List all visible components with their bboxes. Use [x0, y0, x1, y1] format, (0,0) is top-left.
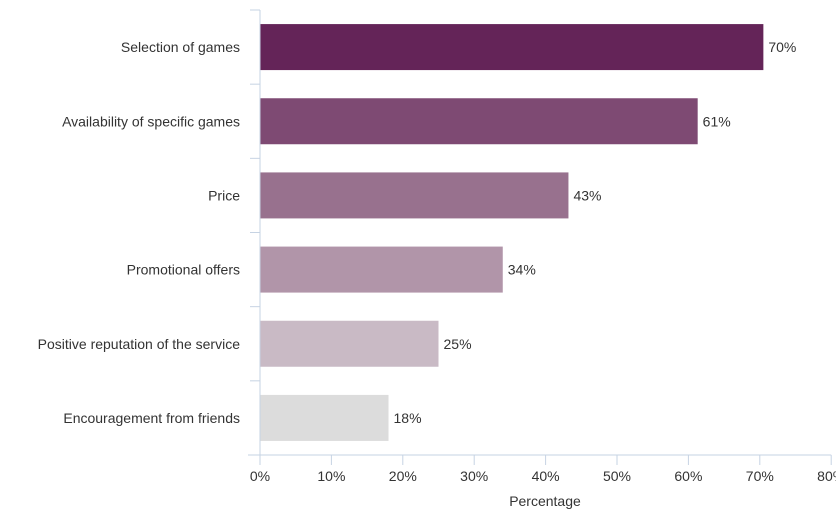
- category-label: Selection of games: [121, 39, 240, 55]
- bar: [260, 320, 439, 367]
- category-label: Availability of specific games: [62, 113, 240, 129]
- data-label: 25%: [444, 336, 472, 352]
- category-labels: Selection of games Availability of specif…: [38, 39, 241, 426]
- data-label: 34%: [508, 262, 536, 278]
- value-tick-label: 80%: [817, 468, 836, 484]
- data-label: 43%: [573, 187, 601, 203]
- value-tick-label: 50%: [603, 468, 631, 484]
- value-tick-label: 40%: [532, 468, 560, 484]
- data-label: 70%: [768, 39, 796, 55]
- data-label: 61%: [703, 113, 731, 129]
- value-tick-label: 70%: [746, 468, 774, 484]
- category-label: Positive reputation of the service: [38, 336, 241, 352]
- value-tick-label: 30%: [460, 468, 488, 484]
- data-label: 18%: [394, 410, 422, 426]
- value-tick-label: 20%: [389, 468, 417, 484]
- category-axis-ticks: [250, 9, 260, 456]
- bar: [260, 246, 503, 293]
- bar: [260, 394, 389, 441]
- category-label: Promotional offers: [127, 262, 240, 278]
- x-axis-title: Percentage: [509, 493, 581, 509]
- bar: [260, 98, 698, 145]
- bar: [260, 172, 569, 219]
- value-axis-ticks: [259, 455, 832, 465]
- value-tick-label: 0%: [250, 468, 270, 484]
- category-label: Price: [208, 187, 240, 203]
- category-label: Encouragement from friends: [63, 410, 240, 426]
- value-tick-label: 60%: [674, 468, 702, 484]
- data-labels: 70% 61% 43% 34% 25% 18%: [394, 39, 797, 426]
- bar: [260, 24, 764, 71]
- value-tick-label: 10%: [317, 468, 345, 484]
- bars: [260, 24, 764, 441]
- value-axis-tick-labels: 0% 10% 20% 30% 40% 50% 60% 70% 80%: [250, 468, 836, 484]
